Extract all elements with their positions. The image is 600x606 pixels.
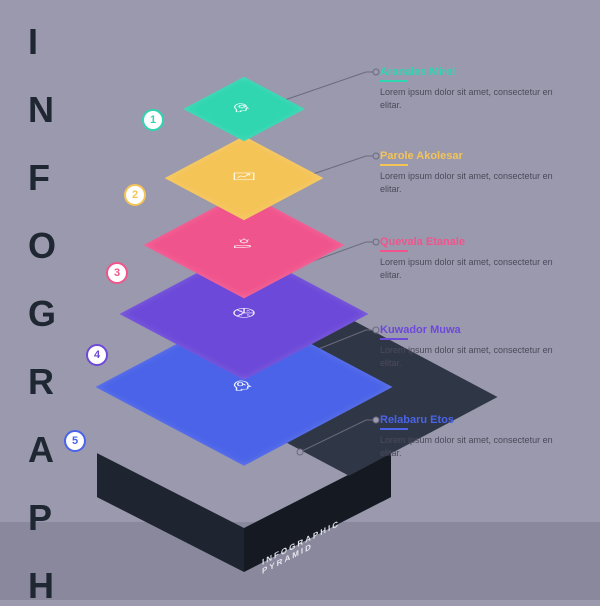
step-badge-1: 1 [142, 109, 164, 131]
entry-title: Relabaru Etos [380, 414, 570, 426]
pie-segments-icon: A B R S [229, 306, 259, 322]
entry-body: Lorem ipsum dolor sit amet, consectetur … [380, 344, 570, 369]
title-letter: G [28, 296, 58, 332]
title-letter: N [28, 92, 58, 128]
svg-text:S: S [247, 313, 251, 316]
title-letter: O [28, 228, 58, 264]
entry-body: Lorem ipsum dolor sit amet, consectetur … [380, 86, 570, 111]
pyramid-layer-1 [183, 77, 305, 141]
entry-title: Kuwador Muwa [380, 324, 570, 336]
hand-bulb-icon [230, 238, 258, 253]
pyramid-layer-2 [165, 136, 323, 220]
entry-body: Lorem ipsum dolor sit amet, consectetur … [380, 256, 570, 281]
entry-5: Relabaru Etos Lorem ipsum dolor sit amet,… [380, 414, 570, 459]
svg-text:B: B [247, 309, 251, 312]
entry-body: Lorem ipsum dolor sit amet, consectetur … [380, 170, 570, 195]
entry-body: Lorem ipsum dolor sit amet, consectetur … [380, 434, 570, 459]
entry-2: Parole Akolesar Lorem ipsum dolor sit ame… [380, 150, 570, 195]
brain-icon [229, 379, 259, 395]
head-gear-icon [231, 102, 257, 116]
title-letter: F [28, 160, 58, 196]
title-letter: A [28, 432, 58, 468]
base-left-face [97, 453, 244, 572]
entry-underline [380, 80, 408, 82]
title-letter: I [28, 24, 58, 60]
step-badge-5: 5 [64, 430, 86, 452]
title-letter: R [28, 364, 58, 400]
step-badge-3: 3 [106, 262, 128, 284]
vertical-title: INFOGRAPH [28, 24, 58, 604]
svg-text:A: A [239, 309, 243, 312]
entry-3: Quevala Etanale Lorem ipsum dolor sit ame… [380, 236, 570, 281]
entry-underline [380, 164, 408, 166]
step-badge-4: 4 [86, 344, 108, 366]
entry-1: Aranales Mirel Lorem ipsum dolor sit amet… [380, 66, 570, 111]
step-badge-2: 2 [124, 184, 146, 206]
svg-text:R: R [239, 313, 243, 316]
entry-title: Parole Akolesar [380, 150, 570, 162]
title-letter: H [28, 568, 58, 604]
entry-title: Quevala Etanale [380, 236, 570, 248]
entry-underline [380, 428, 408, 430]
pyramid-stage: INFOGRAPHIC PYRAMID ABRS [94, 0, 394, 600]
growth-chart-icon [231, 171, 257, 185]
entry-4: Kuwador Muwa Lorem ipsum dolor sit amet, … [380, 324, 570, 369]
entry-title: Aranales Mirel [380, 66, 570, 78]
entry-underline [380, 338, 408, 340]
title-letter: P [28, 500, 58, 536]
entry-underline [380, 250, 408, 252]
